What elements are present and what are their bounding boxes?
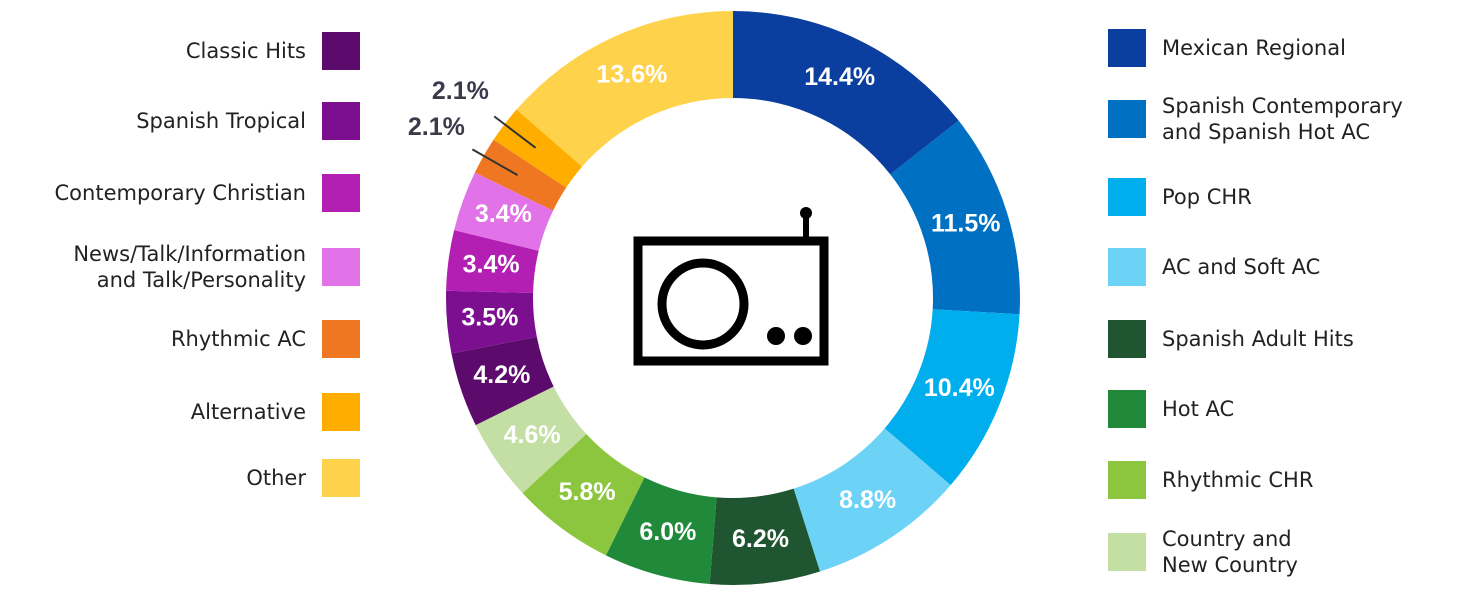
legend-swatch bbox=[1108, 320, 1146, 358]
legend-label: Pop CHR bbox=[1162, 185, 1252, 209]
value-label: 6.2% bbox=[732, 525, 789, 553]
value-label: 2.1% bbox=[408, 113, 465, 141]
legend-swatch bbox=[322, 32, 360, 70]
legend-swatch bbox=[322, 459, 360, 497]
legend-swatch bbox=[322, 174, 360, 212]
legend-label: Country and New Country bbox=[1162, 527, 1298, 577]
legend-label: AC and Soft AC bbox=[1162, 255, 1321, 279]
legend-label: Other bbox=[246, 466, 306, 490]
legend-swatch bbox=[1108, 29, 1146, 67]
leader-line bbox=[471, 148, 519, 176]
value-label: 3.5% bbox=[461, 303, 518, 331]
value-label: 10.4% bbox=[924, 374, 995, 402]
legend-label: Mexican Regional bbox=[1162, 36, 1346, 60]
donut-segment bbox=[890, 120, 1021, 315]
donut-segment bbox=[522, 433, 645, 556]
donut-segment bbox=[454, 172, 554, 251]
legend-label: News/Talk/Information and Talk/Personali… bbox=[73, 242, 306, 292]
legend-label: Contemporary Christian bbox=[54, 181, 306, 205]
donut-segment bbox=[446, 290, 537, 354]
value-label: 2.1% bbox=[432, 77, 489, 105]
donut-segment bbox=[475, 386, 587, 494]
value-label: 11.5% bbox=[931, 209, 1001, 237]
donut-segment bbox=[474, 139, 567, 211]
donut-segment bbox=[709, 488, 820, 585]
legend-swatch bbox=[1108, 178, 1146, 216]
legend-swatch bbox=[322, 320, 360, 358]
donut-segment bbox=[493, 109, 583, 188]
legend-swatch bbox=[1108, 100, 1146, 138]
legend-swatch bbox=[1108, 248, 1146, 286]
legend-label: Hot AC bbox=[1162, 397, 1235, 421]
legend-label: Alternative bbox=[190, 400, 306, 424]
donut-segment bbox=[793, 428, 951, 572]
legend-swatch bbox=[1108, 390, 1146, 428]
radio-button bbox=[767, 327, 785, 345]
donut-segment bbox=[605, 477, 717, 585]
legend-label: Rhythmic CHR bbox=[1162, 468, 1314, 492]
legend-swatch bbox=[1108, 461, 1146, 499]
donut-segment bbox=[884, 309, 1020, 486]
legend-swatch bbox=[1108, 533, 1146, 571]
legend-label: Spanish Adult Hits bbox=[1162, 327, 1354, 351]
donut-segment bbox=[733, 11, 959, 175]
radio-dial bbox=[657, 258, 749, 350]
legend-swatch bbox=[322, 248, 360, 286]
leader-line bbox=[493, 115, 537, 149]
donut-segment bbox=[516, 11, 733, 167]
value-label: 6.0% bbox=[639, 518, 696, 546]
radio-body bbox=[633, 236, 829, 366]
radio-button bbox=[794, 327, 812, 345]
value-label: 13.6% bbox=[596, 61, 667, 89]
legend-swatch bbox=[322, 393, 360, 431]
value-label: 8.8% bbox=[839, 486, 896, 514]
value-label: 5.8% bbox=[559, 478, 616, 506]
radio-icon bbox=[633, 215, 829, 366]
value-label: 3.4% bbox=[463, 251, 520, 279]
legend-label: Classic Hits bbox=[185, 39, 306, 63]
antenna-knob bbox=[800, 207, 812, 219]
donut-segment bbox=[451, 336, 554, 426]
value-label: 14.4% bbox=[804, 63, 875, 91]
legend-label: Spanish Tropical bbox=[136, 109, 306, 133]
legend-swatch bbox=[322, 102, 360, 140]
donut-segment bbox=[446, 230, 539, 293]
value-label: 4.2% bbox=[473, 361, 530, 389]
legend-label: Spanish Contemporary and Spanish Hot AC bbox=[1162, 94, 1403, 144]
value-label: 3.4% bbox=[475, 200, 532, 228]
legend-label: Rhythmic AC bbox=[170, 327, 306, 351]
value-label: 4.6% bbox=[504, 421, 561, 449]
